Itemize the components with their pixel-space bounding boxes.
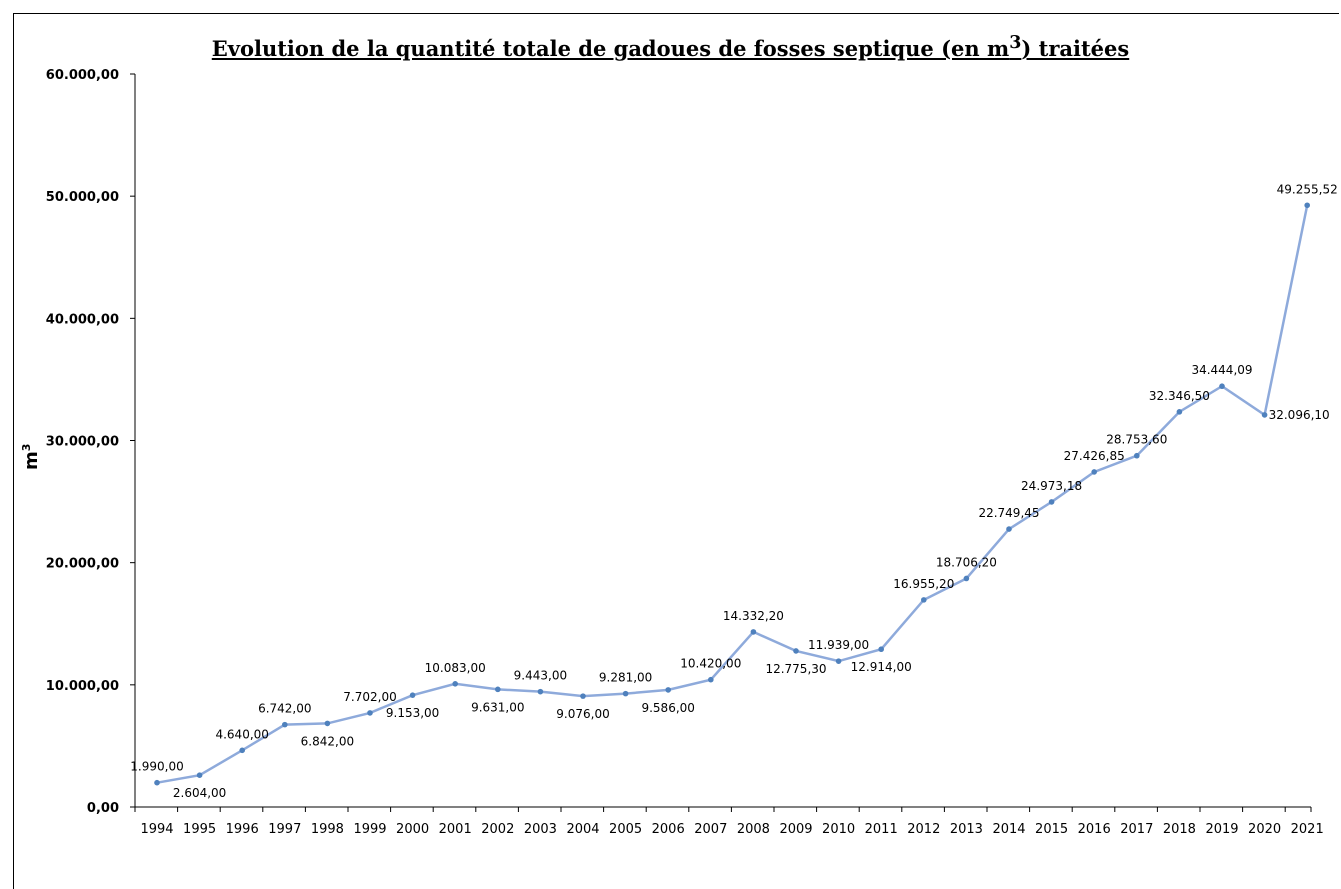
data-point (708, 676, 714, 683)
data-label: 27.426,85 (1064, 449, 1125, 463)
x-tick-label: 1998 (311, 822, 344, 837)
data-label: 28.753,60 (1106, 433, 1167, 447)
x-tick-label: 2012 (907, 822, 940, 837)
y-tick-label: 50.000,00 (46, 190, 119, 205)
x-tick-label: 2018 (1163, 822, 1196, 837)
x-tick-label: 2007 (694, 822, 727, 837)
data-point (282, 721, 288, 728)
x-tick-label: 2021 (1291, 822, 1324, 837)
data-point (665, 687, 671, 693)
data-label: 1.990,00 (130, 760, 183, 774)
data-label: 49.255,52 (1277, 182, 1338, 196)
chart-frame (13, 13, 1339, 889)
data-label: 7.702,00 (343, 690, 396, 704)
x-tick-label: 1999 (353, 822, 386, 837)
data-label: 2.604,00 (173, 786, 226, 800)
data-point (324, 720, 331, 727)
data-point (1091, 469, 1097, 475)
data-point (367, 710, 373, 716)
x-tick-label: 1994 (140, 822, 173, 837)
data-label: 9.153,00 (386, 706, 439, 720)
y-tick-label: 0,00 (87, 801, 119, 816)
data-label: 9.076,00 (556, 707, 609, 721)
data-point (580, 693, 586, 699)
data-label: 10.420,00 (680, 657, 741, 671)
data-label: 6.842,00 (301, 734, 354, 748)
x-tick-label: 1996 (226, 822, 259, 837)
y-tick-label: 30.000,00 (46, 435, 119, 450)
data-label: 11.939,00 (808, 638, 869, 652)
data-point (622, 690, 629, 697)
x-tick-label: 2016 (1078, 822, 1111, 837)
y-tick-label: 60.000,00 (46, 68, 119, 83)
y-tick-label: 20.000,00 (46, 557, 119, 572)
data-point (835, 658, 842, 664)
x-tick-label: 2006 (652, 822, 685, 837)
data-label: 9.586,00 (641, 701, 694, 715)
data-point (196, 772, 203, 778)
x-tick-label: 2010 (822, 822, 855, 837)
data-label: 9.281,00 (599, 671, 652, 685)
x-tick-label: 2014 (992, 822, 1025, 837)
x-tick-label: 2008 (737, 822, 770, 837)
x-tick-label: 2001 (439, 822, 472, 837)
data-label: 22.749,45 (978, 506, 1039, 520)
data-point (495, 686, 501, 693)
series-line (156, 205, 1309, 784)
data-point (452, 681, 459, 687)
data-point (963, 575, 970, 582)
data-label: 18.706,20 (936, 555, 997, 569)
data-point (793, 648, 799, 654)
data-point (921, 597, 927, 603)
data-point (750, 629, 757, 635)
data-label: 9.443,00 (514, 669, 567, 683)
data-point (1134, 452, 1140, 459)
data-label: 16.955,20 (893, 577, 954, 591)
data-label: 24.973,18 (1021, 479, 1082, 493)
data-label: 34.444,09 (1191, 363, 1252, 377)
data-point (1261, 412, 1268, 418)
data-point (1219, 383, 1225, 390)
x-tick-label: 2017 (1120, 822, 1153, 837)
y-tick-label: 10.000,00 (46, 679, 119, 694)
x-tick-label: 1995 (183, 822, 216, 837)
x-tick-label: 2019 (1205, 822, 1238, 837)
data-label: 32.096,10 (1269, 408, 1330, 422)
data-label: 12.914,00 (851, 660, 912, 674)
data-label: 32.346,50 (1149, 389, 1210, 403)
data-label: 4.640,00 (215, 727, 268, 741)
x-tick-label: 2013 (950, 822, 983, 837)
data-point (239, 747, 245, 754)
chart-title: Evolution de la quantité totale de gadou… (211, 33, 1130, 61)
data-label: 10.083,00 (425, 661, 486, 675)
x-tick-label: 2005 (609, 822, 642, 837)
data-point (1006, 526, 1012, 532)
data-label: 9.631,00 (471, 700, 524, 714)
data-label: 14.332,20 (723, 609, 784, 623)
data-point (1048, 499, 1055, 505)
x-tick-label: 2020 (1248, 822, 1281, 837)
data-label: 6.742,00 (258, 702, 311, 716)
x-tick-label: 1997 (268, 822, 301, 837)
x-tick-label: 2011 (865, 822, 898, 837)
data-point (878, 646, 884, 653)
data-label: 12.775,30 (765, 662, 826, 676)
x-tick-label: 2004 (566, 822, 599, 837)
y-tick-label: 40.000,00 (46, 312, 119, 327)
x-tick-label: 2003 (524, 822, 557, 837)
x-tick-label: 2002 (481, 822, 514, 837)
data-point (1304, 202, 1310, 209)
x-tick-label: 2000 (396, 822, 429, 837)
x-tick-label: 2009 (779, 822, 812, 837)
data-point (409, 692, 416, 698)
data-point (537, 688, 544, 695)
data-point (1176, 409, 1183, 415)
x-tick-label: 2015 (1035, 822, 1068, 837)
data-point (154, 779, 160, 786)
